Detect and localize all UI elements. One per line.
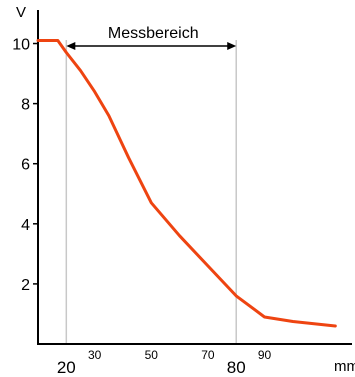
y-tick-label: 6 [21, 157, 30, 174]
x-tick-label: 50 [145, 348, 159, 362]
measuring-range-label: Messbereich [108, 25, 199, 42]
y-tick-label: 8 [21, 97, 30, 114]
y-tick-label: 4 [21, 217, 30, 234]
measuring-range: Messbereich [66, 25, 237, 50]
y-ticks: 10 8 6 4 2 [12, 37, 38, 294]
y-tick-label: 10 [12, 37, 30, 54]
series-line [36, 39, 337, 328]
x-tick-label: 20 [57, 358, 76, 377]
y-tick-label: 2 [21, 277, 30, 294]
x-axis-unit: mm [334, 358, 355, 375]
arrow-left-head [66, 42, 76, 50]
y-axis-unit: V [16, 4, 26, 21]
x-tick-label: 90 [258, 348, 272, 362]
x-tick-label: 30 [88, 348, 102, 362]
x-tick-label: 70 [201, 348, 215, 362]
x-ticks: 20 30 50 70 80 90 [57, 348, 272, 377]
axes [37, 10, 352, 345]
series-layer [36, 39, 337, 328]
arrow-right-head [227, 42, 237, 50]
x-tick-label: 80 [227, 358, 246, 377]
measuring-range-guides [65, 40, 237, 344]
